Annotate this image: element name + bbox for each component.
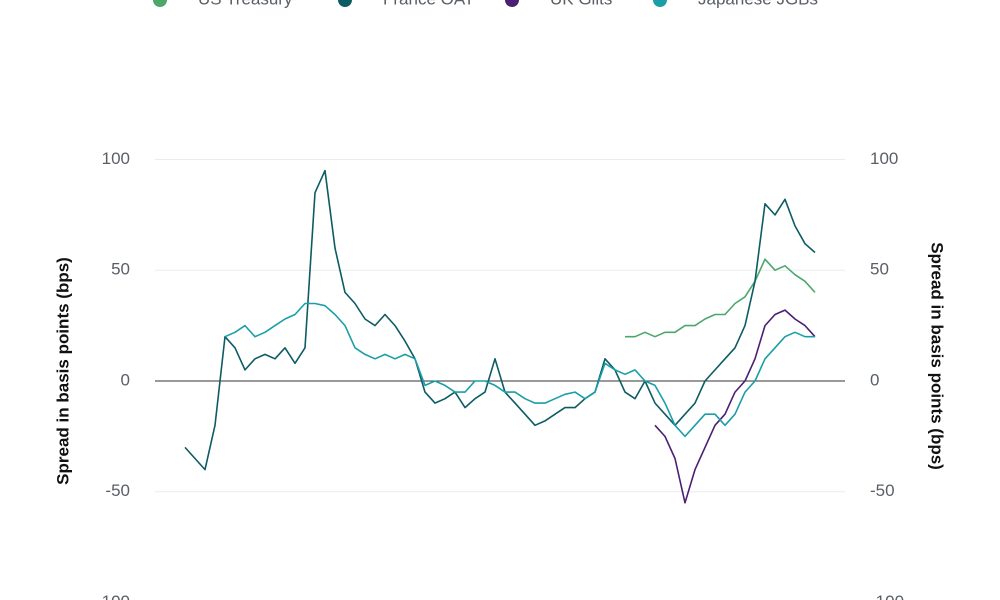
legend-label: France OAT [383, 0, 474, 8]
legend-label: US Treasury [198, 0, 293, 8]
y-tick-label: -100 [96, 592, 130, 600]
series-line [625, 258, 816, 338]
y-tick-label: 50 [111, 260, 130, 279]
y2-tick-label: -100 [870, 592, 904, 600]
legend-marker [505, 0, 519, 7]
y2-tick-label: 100 [870, 149, 898, 168]
series-line [224, 302, 815, 438]
y2-tick-label: -50 [870, 481, 895, 500]
series-line [654, 309, 816, 504]
series-line [184, 169, 816, 471]
legend-label: UK Gilts [550, 0, 612, 8]
legend-label: Japanese JGBs [698, 0, 818, 8]
y2-tick-label: 50 [870, 260, 889, 279]
legend-marker [653, 0, 667, 7]
y-axis-label: Spread in basis points (bps) [53, 257, 72, 485]
y-tick-label: -50 [105, 481, 130, 500]
y-tick-label: 100 [102, 149, 130, 168]
legend-marker [153, 0, 167, 7]
y-tick-label: 0 [121, 370, 130, 389]
legend-marker [338, 0, 352, 7]
y2-axis-label: Spread in basis points (bps) [928, 242, 947, 470]
y2-tick-label: 0 [870, 370, 879, 389]
